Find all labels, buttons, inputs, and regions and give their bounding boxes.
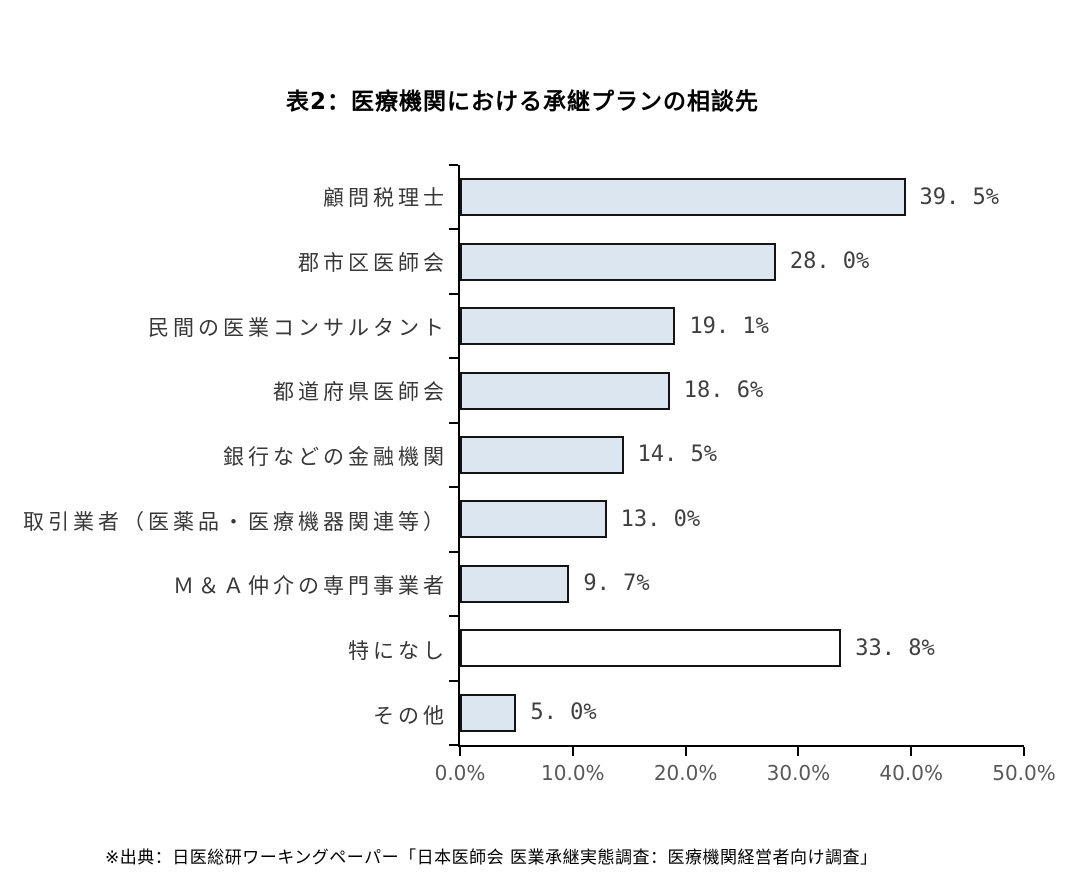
y-axis-tick — [449, 357, 458, 360]
category-label: 郡市区医師会 — [298, 251, 448, 275]
bar-value-label: 39. 5% — [919, 184, 1000, 210]
category-label: Ｍ＆Ａ仲介の専門事業者 — [173, 574, 448, 599]
bar-row: 28. 0% — [460, 229, 1024, 293]
x-axis-tick-label: 10.0% — [541, 761, 605, 785]
y-axis-tick — [449, 421, 458, 424]
x-axis-tick-label: 40.0% — [879, 761, 943, 785]
bar-chart: 顧問税理士 郡市区医師会 民間の医業コンサルタント 都道府県医師会 銀行などの金… — [0, 164, 1056, 785]
bar — [460, 500, 607, 539]
bar-value-label: 9. 7% — [583, 571, 650, 597]
category-axis: 顧問税理士 郡市区医師会 民間の医業コンサルタント 都道府県医師会 銀行などの金… — [0, 165, 458, 747]
category-label: 銀行などの金融機関 — [223, 445, 448, 470]
x-axis-tick-label: 20.0% — [653, 761, 718, 785]
bar-value-label: 14. 5% — [637, 442, 718, 468]
category-label: 取引業者（医薬品・医療機器関連等） — [23, 509, 448, 534]
bar-value-label: 18. 6% — [683, 378, 764, 404]
y-axis-tick — [449, 164, 458, 166]
bar-value-label: 13. 0% — [620, 506, 701, 532]
bar-value-label: 5. 0% — [530, 700, 597, 726]
y-axis-tick — [449, 744, 458, 746]
source-note: ※出典：日医総研ワーキングペーパー「日本医師会 医業承継実態調査：医療機関経営者… — [105, 848, 878, 868]
x-axis-tick-label: 0.0% — [434, 761, 486, 785]
bar-row: 14. 5% — [460, 423, 1024, 487]
y-axis-tick — [449, 228, 458, 231]
x-axis-tick — [910, 747, 913, 756]
y-axis-tick — [449, 292, 458, 295]
x-axis-tick — [684, 747, 687, 756]
bar-rows: 39. 5% 28. 0% 19. 1% 18. 6% 14. 5% 13. 0… — [460, 165, 1024, 745]
bar — [460, 307, 676, 346]
category-label: その他 — [373, 703, 448, 728]
bar-row: 39. 5% — [460, 165, 1024, 229]
bar-row: 19. 1% — [460, 294, 1024, 358]
bar-value-label: 19. 1% — [689, 313, 769, 339]
x-axis-labels: 0.0% 10.0% 20.0% 30.0% 40.0% 50.0% — [435, 761, 1056, 787]
bar — [460, 242, 776, 281]
bar-value-label: 28. 0% — [789, 249, 870, 275]
bar-row: 18. 6% — [460, 358, 1024, 422]
bar — [460, 564, 570, 603]
bar — [460, 693, 517, 732]
category-label: 民間の医業コンサルタント — [148, 315, 448, 340]
bar-value-label: 33. 8% — [855, 635, 935, 661]
bar — [460, 629, 842, 668]
bar-row: 5. 0% — [460, 681, 1024, 745]
bar — [460, 371, 670, 410]
bar-row: 9. 7% — [460, 552, 1024, 616]
x-axis-tick — [1023, 747, 1025, 756]
x-axis-tick-label: 50.0% — [992, 761, 1056, 785]
plot-area: 39. 5% 28. 0% 19. 1% 18. 6% 14. 5% 13. 0… — [435, 164, 1056, 785]
y-axis-tick — [449, 486, 458, 489]
x-axis-tick-label: 30.0% — [766, 761, 831, 785]
category-label: 顧問税理士 — [323, 186, 448, 211]
y-axis-tick — [449, 550, 458, 553]
bar-row: 33. 8% — [460, 616, 1024, 680]
category-label: 特になし — [348, 639, 448, 664]
x-axis-tick — [797, 747, 800, 756]
bar-row: 13. 0% — [460, 487, 1024, 551]
bar — [460, 435, 624, 474]
bar — [460, 178, 906, 217]
x-axis-tick — [459, 747, 461, 756]
category-label: 都道府県医師会 — [273, 380, 448, 405]
x-axis-tick — [571, 747, 574, 756]
y-axis-tick — [449, 615, 458, 618]
y-axis-tick — [449, 679, 458, 682]
chart-title: 表2：医療機関における承継プランの相談先 — [285, 89, 759, 115]
